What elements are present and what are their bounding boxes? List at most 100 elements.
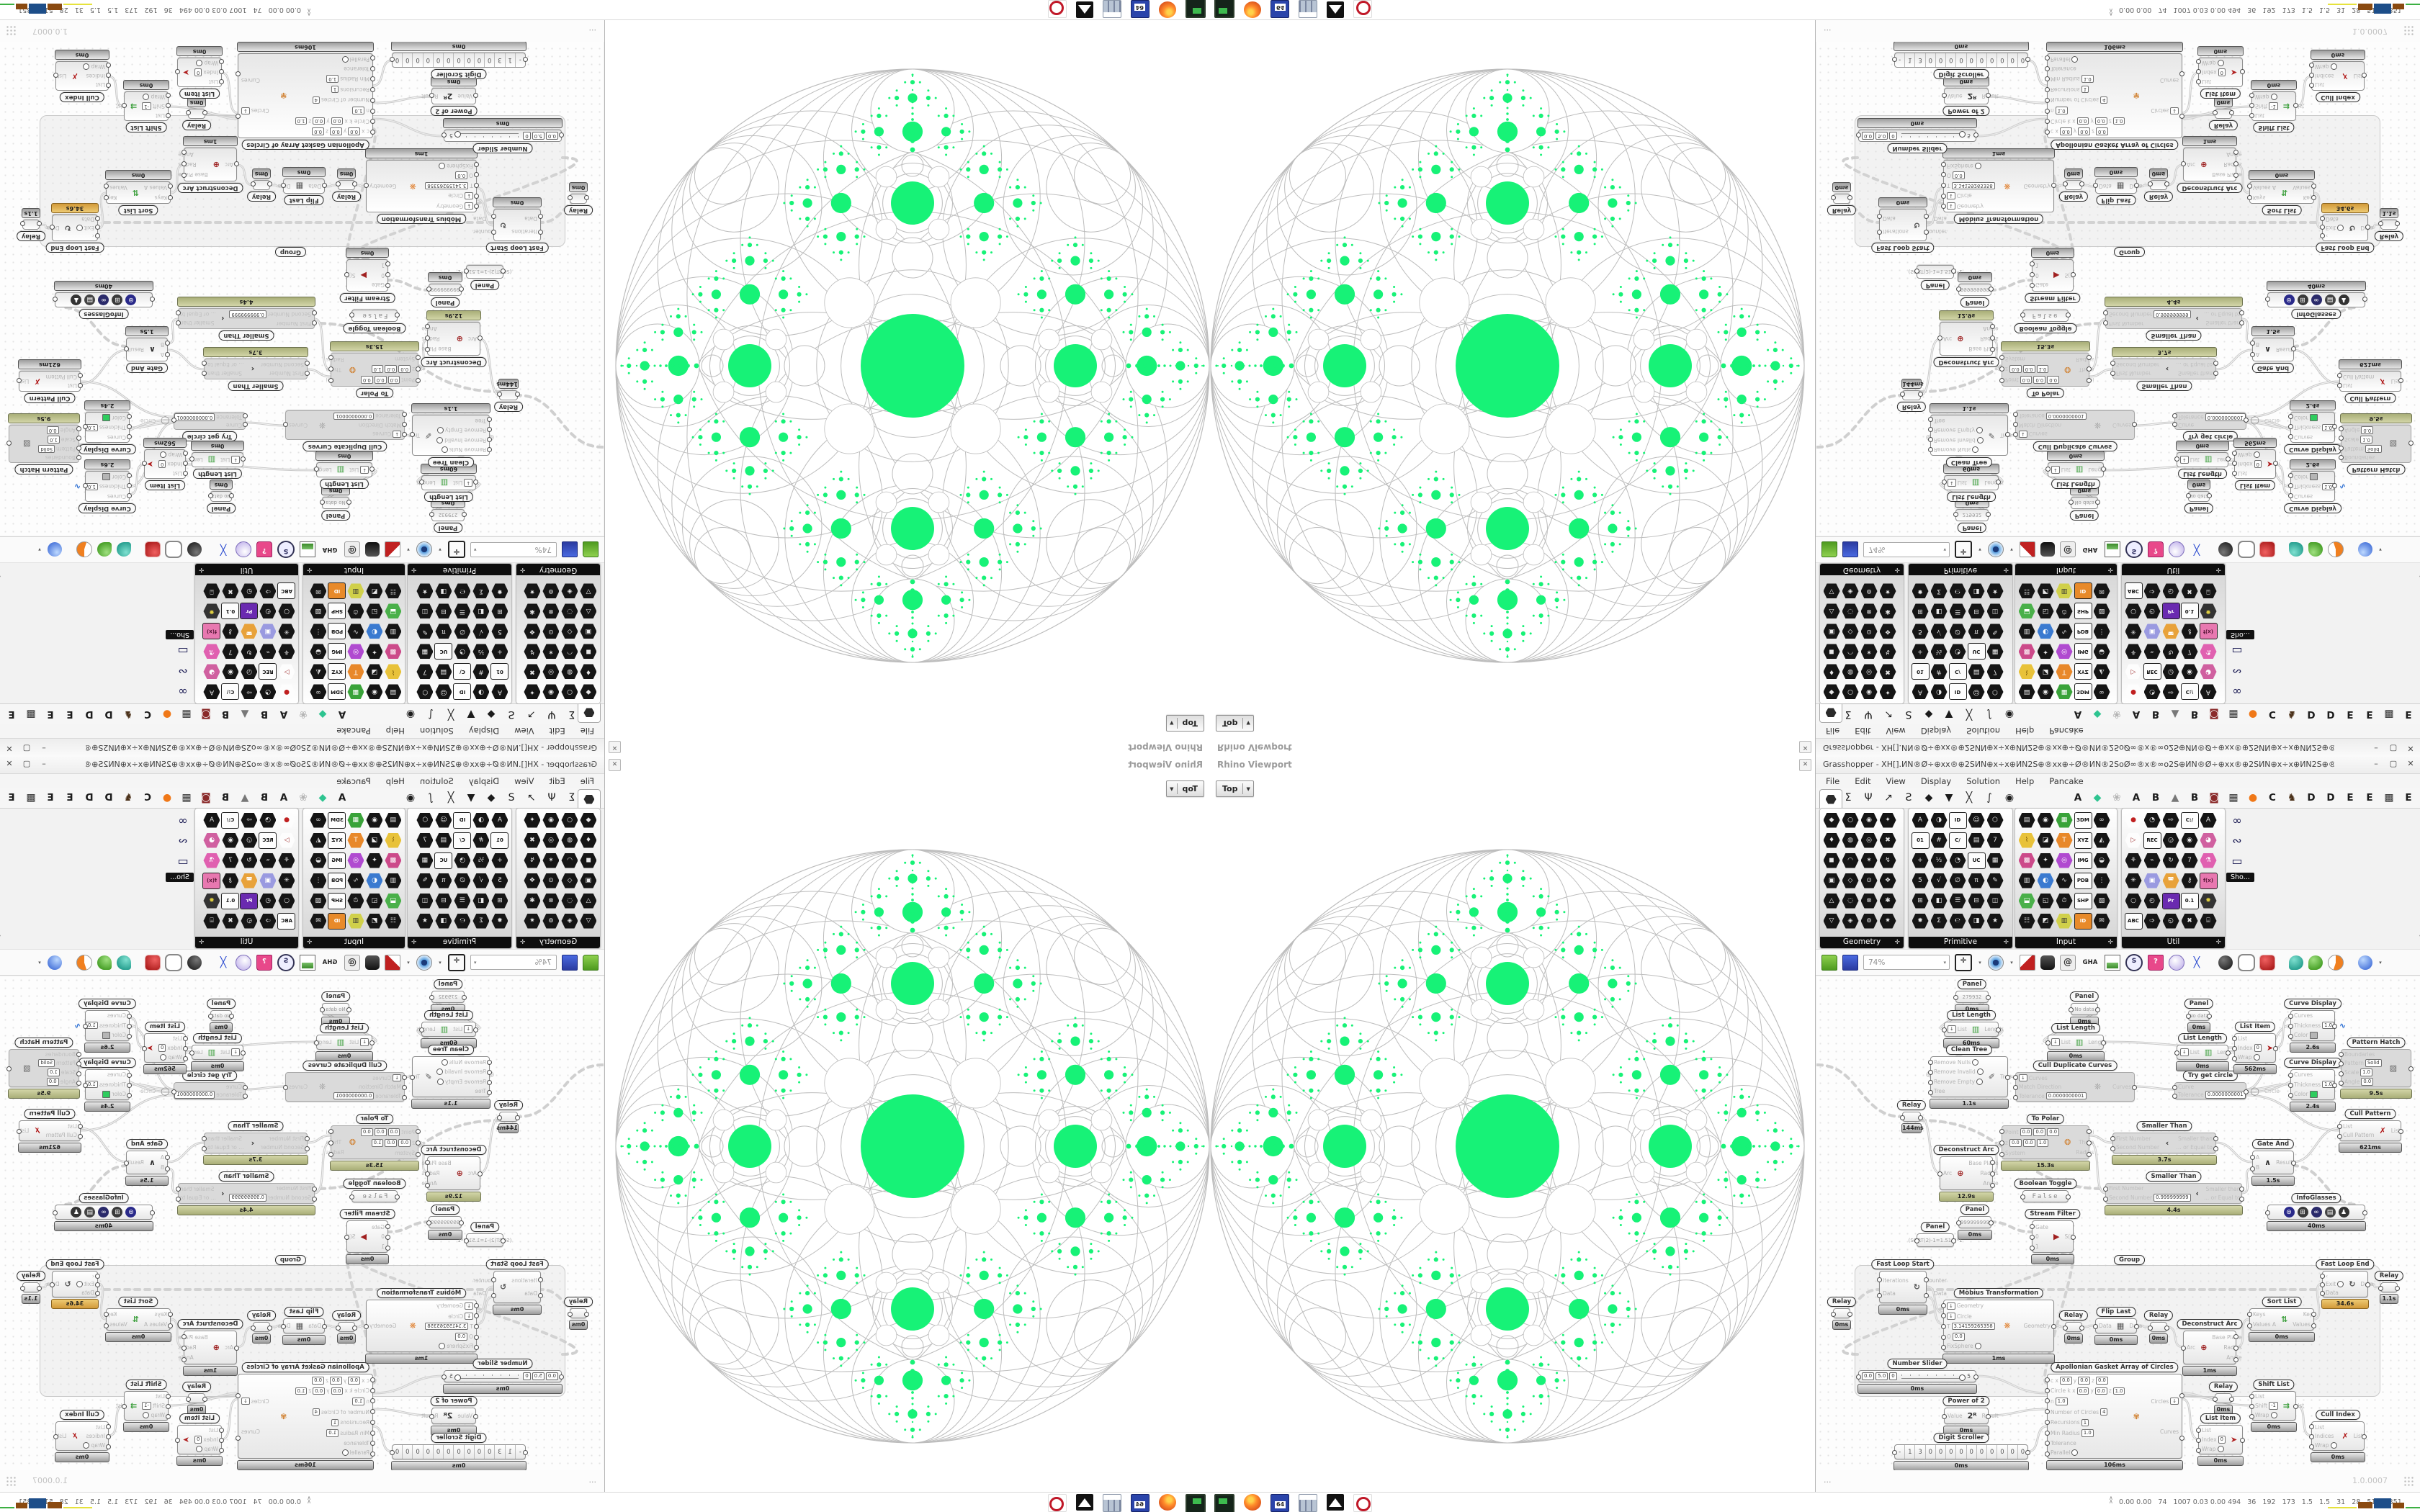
component-icon[interactable]: ▤ (1968, 665, 1985, 680)
palette-cell[interactable]: ◩ (2036, 911, 2055, 931)
value-box[interactable]: ↓ (1947, 1302, 1955, 1310)
component-icon[interactable]: ⇨ (2162, 812, 2179, 828)
value-box[interactable]: 1.0 (48, 1068, 60, 1076)
component-icon[interactable]: △ (1824, 604, 1840, 619)
component-icon[interactable]: ◔ (1950, 644, 1966, 660)
toggle-ring-icon[interactable] (2253, 451, 2260, 459)
value-box[interactable]: 0.0 (360, 1128, 373, 1136)
palette-cell[interactable]: ⌇ (384, 830, 403, 850)
palette-cell[interactable]: ⊚ (542, 911, 560, 931)
infoglasses-icon[interactable]: ⊞ (2297, 294, 2308, 305)
tab-icon-7[interactable]: ╳ (1966, 792, 1973, 804)
palette-cell[interactable]: ✎ (1986, 870, 2004, 891)
component-icon[interactable]: ◫ (417, 894, 434, 909)
value-box[interactable]: 1.0 (2036, 1139, 2049, 1147)
menu-solution[interactable]: Solution (1966, 726, 2001, 736)
palette-cell[interactable]: SHP (2074, 601, 2092, 621)
tab-icon-1[interactable]: Σ (1845, 792, 1852, 804)
palette-cell[interactable]: ⌇ (2017, 830, 2036, 850)
palette-cell[interactable]: ◕ (2199, 662, 2218, 682)
plugin-tab-12[interactable]: D (104, 792, 113, 804)
value-box[interactable]: 1.0 (326, 1429, 339, 1437)
gh-component-cull-duplicate-curves[interactable]: Cull Duplicate Curves ↓ Curves Match Direc… (2013, 1061, 2137, 1102)
port-hook-icon[interactable] (2233, 172, 2238, 178)
infoglasses-icon[interactable]: ⊜ (125, 1207, 137, 1218)
palette-cell[interactable]: + (1911, 850, 1930, 870)
port-hook-icon[interactable] (2213, 110, 2218, 116)
palette-cell[interactable]: REC (259, 830, 277, 850)
port-hook-icon[interactable] (2288, 1083, 2293, 1088)
palette-cell[interactable]: ✱ (523, 891, 542, 911)
taskbar-icon-calculator[interactable] (1299, 0, 1317, 18)
value-box[interactable]: ↓ (2170, 107, 2179, 115)
port-hook-icon[interactable] (1951, 269, 1956, 274)
menu-help[interactable]: Help (2015, 776, 2035, 786)
component-icon[interactable]: ⊟ (436, 894, 452, 909)
palette-cell[interactable]: ◭ (2092, 830, 2111, 850)
port-hook-icon[interactable] (474, 1302, 479, 1308)
gh-component-power-of-2[interactable]: Power of 2Value2ᴿResult0ms (1942, 1396, 1999, 1436)
gh-component-sort-list[interactable]: Sort List Keys Values A ⇅ Keys Values A 0ms (2247, 1297, 2316, 1342)
digit-cell[interactable]: 1 (1904, 1445, 1914, 1459)
palette-cell[interactable]: ✖ (2180, 911, 2199, 931)
palette-cell[interactable]: ● (2124, 810, 2143, 830)
expand-icon[interactable]: ✛ (520, 939, 526, 946)
chevron-up-icon[interactable]: ∧ ∧ (2109, 1495, 2113, 1505)
toggle-ring-icon[interactable] (1974, 1343, 1981, 1350)
port-hook-icon[interactable] (182, 1346, 187, 1351)
component-icon[interactable]: 01 (490, 832, 509, 849)
palette-cell[interactable]: ▷ (2124, 830, 2143, 850)
port-hook-icon[interactable] (2337, 1123, 2342, 1129)
palette-cell[interactable]: ✦ (1878, 810, 1897, 830)
component-body[interactable]: 279932 (429, 991, 467, 1003)
port-hook-icon[interactable] (328, 1140, 333, 1146)
component-icon[interactable]: C:/ (2180, 811, 2199, 829)
component-icon[interactable]: ⏱ (348, 894, 364, 909)
component-icon[interactable]: ♦ (1824, 665, 1840, 680)
component-icon[interactable]: ◴ (260, 894, 277, 909)
component-icon[interactable]: ⇨ (2163, 685, 2179, 700)
palette-cell[interactable]: IMG (2074, 642, 2092, 662)
component-icon[interactable]: 7 (2182, 644, 2198, 660)
palette-cell[interactable]: ⋮ (2092, 621, 2111, 642)
component-body[interactable]: Keys Values A ⇅ Keys Values A (2247, 1308, 2316, 1331)
proj-icon[interactable] (2040, 542, 2055, 557)
component-body[interactable]: ‹Exit Data↻Data (2320, 1271, 2373, 1297)
plugin-tab-7[interactable]: ◙ (2209, 792, 2219, 804)
port-hook-icon[interactable] (2320, 1291, 2325, 1297)
plugin-tab-3[interactable]: A (279, 792, 288, 804)
component-icon[interactable]: ◉ (2182, 665, 2198, 680)
gh-component-stream-filter[interactable]: Stream Filter Gate 0 1 ▶ S(|) 0ms (2025, 248, 2081, 303)
palette-cell[interactable]: ◌ (1841, 891, 1860, 911)
value-box[interactable]: 1.0 (2055, 1398, 2068, 1405)
palette-cell[interactable]: ▷ (2124, 662, 2143, 682)
palette-cell[interactable]: ★ (1986, 911, 2004, 931)
gh-component-relay[interactable]: Relay 0ms (246, 1310, 277, 1344)
port-hook-icon[interactable] (2196, 1447, 2201, 1453)
component-body[interactable]: Boundaries Pattern Solid Scale 1.0 Angle 0.… (2339, 425, 2414, 463)
port-hook-icon[interactable] (2293, 103, 2298, 108)
palette-cell[interactable]: ▷ (277, 830, 296, 850)
component-icon[interactable]: ⏱ (2056, 604, 2073, 619)
gh-component-to-polar[interactable]: To Polar Point 0.0 0.0 0.0 z 0.0 0.0 1.0 System… (326, 1114, 421, 1171)
component-body[interactable]: List Cull Pattern ✗ List (2337, 371, 2403, 392)
plugin-tab-10[interactable]: C (2269, 792, 2276, 804)
palette-cell[interactable]: ◠ (1841, 850, 1860, 870)
palette-cell[interactable]: ☷ (384, 911, 403, 931)
port-hook-icon[interactable] (2250, 1154, 2255, 1160)
gh-component-clean-tree[interactable]: Clean Tree Remove Nulls Remove Invalid Re… (1928, 403, 2012, 467)
port-hook-icon[interactable] (1914, 1238, 1919, 1243)
component-icon[interactable]: ◔ (2143, 812, 2161, 828)
folder-icon[interactable] (1821, 954, 1837, 971)
xcross-icon[interactable]: ╳ (2193, 544, 2200, 556)
component-icon[interactable]: 7 (1986, 832, 2004, 848)
component-icon[interactable]: ▦ (1987, 644, 2004, 660)
component-body[interactable]: Gate 0 1 ▶ S(|) (2030, 259, 2076, 292)
